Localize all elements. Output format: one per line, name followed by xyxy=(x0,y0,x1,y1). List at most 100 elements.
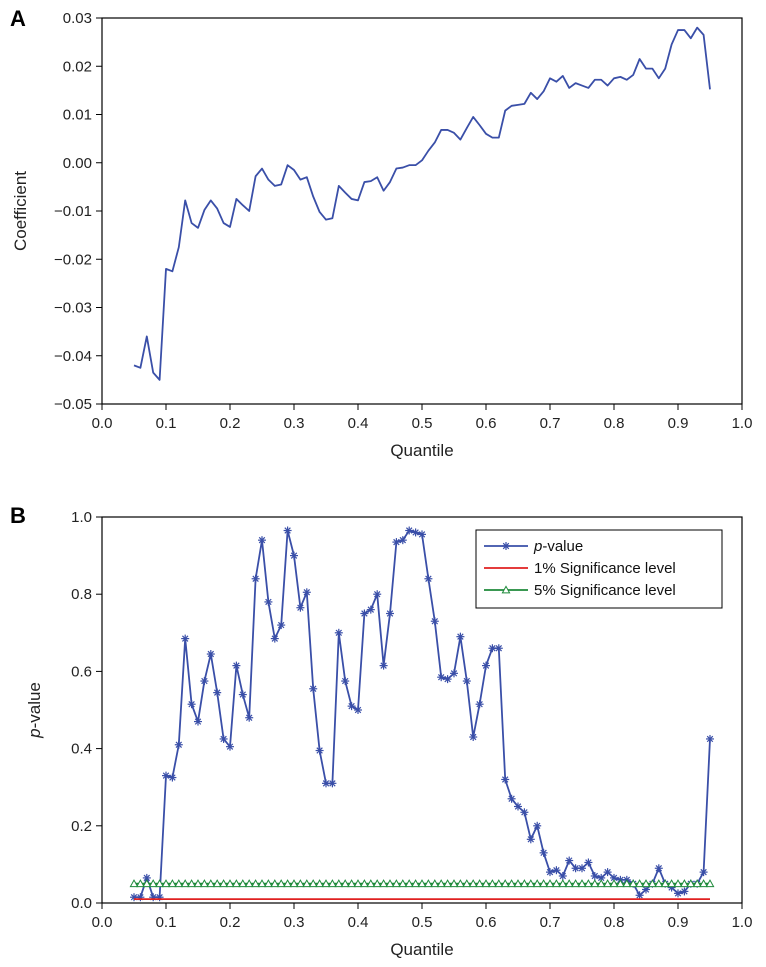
asterisk-stroke xyxy=(220,735,227,743)
y-axis-title-italic: p xyxy=(25,728,44,738)
asterisk-stroke xyxy=(335,629,343,637)
data-point-triangle xyxy=(244,879,254,888)
asterisk-stroke xyxy=(674,890,682,897)
panel-a: A 0.0 0.1 0.2 0.3 0.4 0.5 0.6 0.7 0.8 0.9 1.0 −0.05 −… xyxy=(10,6,752,460)
asterisk-stroke xyxy=(290,552,298,559)
data-point-triangle xyxy=(353,879,363,888)
x-tick-label: 0.7 xyxy=(540,914,561,931)
x-tick-label: 0.8 xyxy=(604,415,625,432)
data-point-triangle xyxy=(475,879,485,888)
data-point-triangle xyxy=(430,879,440,888)
x-tick-label: 0.7 xyxy=(540,415,561,432)
data-point-triangle xyxy=(199,879,209,888)
data-point-asterisk xyxy=(366,605,375,614)
data-point-asterisk xyxy=(706,734,714,743)
data-point-triangle xyxy=(590,879,600,888)
x-tick-label: 0.9 xyxy=(668,914,689,931)
data-point-triangle xyxy=(705,879,715,888)
asterisk-stroke xyxy=(700,868,707,876)
asterisk-stroke xyxy=(143,874,151,882)
x-tick-label: 0.4 xyxy=(348,415,369,432)
data-point-asterisk xyxy=(245,713,254,722)
asterisk-stroke xyxy=(412,529,419,536)
data-point-triangle xyxy=(699,879,709,888)
data-point-asterisk xyxy=(494,644,503,653)
x-tick-label: 0.4 xyxy=(348,914,369,931)
y-axis-title: p-value xyxy=(25,682,44,739)
data-point-asterisk xyxy=(238,690,247,699)
data-point-asterisk xyxy=(181,634,190,643)
panel-letter: B xyxy=(10,503,26,528)
data-point-triangle xyxy=(558,879,568,888)
y-tick-label: −0.05 xyxy=(54,396,92,413)
data-point-triangle xyxy=(327,879,337,888)
asterisk-stroke xyxy=(418,531,426,538)
data-point-triangle xyxy=(449,879,459,888)
data-point-asterisk xyxy=(597,873,606,882)
data-point-asterisk xyxy=(315,746,324,755)
asterisk-stroke xyxy=(655,865,663,872)
data-point-triangle xyxy=(257,879,267,888)
data-point-triangle xyxy=(180,879,190,888)
data-point-triangle xyxy=(692,879,702,888)
asterisk-stroke xyxy=(706,735,714,743)
data-point-asterisk xyxy=(539,848,548,857)
asterisk-stroke xyxy=(681,888,688,895)
x-axis-title: Quantile xyxy=(390,940,453,959)
data-point-asterisk xyxy=(360,609,369,618)
data-point-triangle xyxy=(289,879,299,888)
data-point-asterisk xyxy=(546,868,554,877)
data-point-triangle xyxy=(321,879,331,888)
data-point-triangle xyxy=(187,879,197,888)
data-point-triangle xyxy=(673,879,683,888)
data-point-asterisk xyxy=(200,677,209,686)
data-point-asterisk xyxy=(578,864,586,873)
asterisk-stroke xyxy=(181,635,189,642)
data-point-asterisk xyxy=(341,677,350,686)
data-point-asterisk xyxy=(507,794,516,803)
y-tick-label: 0.03 xyxy=(63,10,92,27)
data-point-triangle xyxy=(270,879,280,888)
asterisk-stroke xyxy=(271,635,279,642)
asterisk-stroke xyxy=(585,859,592,866)
data-point-triangle xyxy=(411,879,421,888)
panel-letter: A xyxy=(10,6,26,31)
data-point-triangle xyxy=(251,879,261,888)
data-point-asterisk xyxy=(379,661,388,670)
data-point-triangle xyxy=(487,879,497,888)
data-point-triangle xyxy=(443,879,453,888)
data-point-triangle xyxy=(455,879,465,888)
asterisk-stroke xyxy=(329,780,336,787)
asterisk-stroke xyxy=(610,874,618,882)
data-point-triangle xyxy=(142,879,152,888)
data-point-asterisk xyxy=(206,650,215,659)
asterisk-stroke xyxy=(565,857,573,864)
asterisk-stroke xyxy=(265,598,272,606)
data-point-triangle xyxy=(225,879,235,888)
data-point-triangle xyxy=(315,879,325,888)
legend-label: 5% Significance level xyxy=(534,582,676,599)
data-point-triangle xyxy=(379,879,389,888)
legend: p-value 1% Significance level 5% Significa… xyxy=(475,529,723,609)
data-point-triangle xyxy=(481,879,491,888)
data-point-triangle xyxy=(404,879,414,888)
asterisk-stroke xyxy=(578,865,586,872)
asterisk-stroke xyxy=(303,589,311,596)
asterisk-stroke xyxy=(348,702,355,710)
data-point-asterisk xyxy=(213,688,222,697)
data-point-triangle xyxy=(635,879,645,888)
asterisk-stroke xyxy=(373,590,381,598)
y-tick-label: 0.6 xyxy=(71,663,92,680)
y-tick-label: 0.4 xyxy=(71,741,92,758)
data-point-triangle xyxy=(308,879,318,888)
data-point-asterisk xyxy=(226,742,234,751)
asterisk-stroke xyxy=(450,670,458,677)
data-point-triangle xyxy=(295,879,305,888)
data-point-asterisk xyxy=(501,775,510,784)
asterisk-stroke xyxy=(162,772,170,779)
data-point-triangle xyxy=(161,879,171,888)
legend-label: 1% Significance level xyxy=(534,560,676,577)
asterisk-stroke xyxy=(130,893,138,901)
y-axis-title: Coefficient xyxy=(11,171,30,251)
